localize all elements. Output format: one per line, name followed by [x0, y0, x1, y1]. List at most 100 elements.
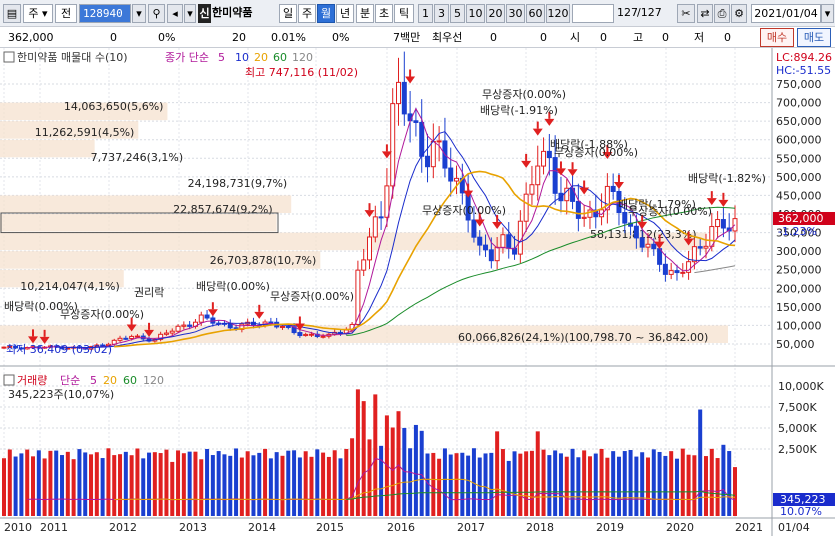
scissors-icon[interactable]: ✂ — [677, 4, 695, 23]
event-arrow-icon[interactable] — [144, 329, 155, 337]
event-arrow-icon[interactable] — [602, 152, 613, 160]
volume-bar — [31, 456, 36, 516]
volume-bars — [2, 389, 737, 516]
period-main-label: 주 — [28, 7, 39, 20]
mult-10[interactable]: 10 — [466, 4, 485, 23]
price-y-tick: 300,000 — [776, 245, 822, 258]
candle-body — [163, 332, 169, 335]
event-arrow-icon[interactable] — [364, 210, 375, 218]
interval-year[interactable]: 년 — [336, 4, 354, 23]
count-value: 127 — [617, 6, 637, 19]
interval-tick[interactable]: 틱 — [394, 4, 414, 23]
stock-chart[interactable]: 14,063,650(5,6%) 11,262,591(4,5%) 7,737,24… — [0, 48, 835, 536]
candle-body — [651, 243, 657, 250]
candle-body — [1, 346, 7, 349]
vol-ma-5-label: 5 — [90, 374, 97, 387]
trade-volume: 20 — [232, 31, 246, 44]
event-arrow-icon[interactable] — [544, 118, 555, 126]
price-y-tick: 650,000 — [776, 115, 822, 128]
event-arrow-icon[interactable] — [28, 336, 39, 344]
volume-bar — [25, 449, 30, 516]
interval-minute[interactable]: 분 — [356, 4, 374, 23]
mult-20[interactable]: 20 — [486, 4, 505, 23]
volume-legend-ma: 단순 — [60, 374, 80, 387]
sell-button[interactable]: 매도 — [797, 28, 831, 47]
event-arrow-icon[interactable] — [294, 323, 305, 331]
event-arrow-icon[interactable] — [254, 311, 265, 319]
event-arrow-icon[interactable] — [521, 160, 532, 168]
mult-120[interactable]: 120 — [546, 4, 570, 23]
speaker-dropdown-icon[interactable]: ▾ — [184, 4, 196, 23]
interval-week[interactable]: 주 — [298, 4, 316, 23]
volume-bar — [425, 453, 430, 516]
mult-1[interactable]: 1 — [418, 4, 433, 23]
date-dropdown-icon[interactable]: ▾ — [821, 4, 834, 23]
buy-button[interactable]: 매수 — [760, 28, 794, 47]
search-icon[interactable]: ⚲ — [148, 4, 165, 23]
event-arrow-icon[interactable] — [405, 76, 416, 84]
volume-bar — [512, 451, 517, 516]
code-dropdown-icon[interactable]: ▾ — [132, 4, 146, 23]
candle-body — [390, 103, 396, 187]
event-arrow-icon[interactable] — [683, 238, 694, 246]
print-icon[interactable]: ⎙ — [714, 4, 730, 23]
compare-icon[interactable]: ⇄ — [697, 4, 713, 23]
event-arrow-icon[interactable] — [555, 168, 566, 176]
mult-30[interactable]: 30 — [506, 4, 525, 23]
interval-day[interactable]: 일 — [279, 4, 297, 23]
volume-bar — [292, 450, 297, 516]
event-arrow-icon[interactable] — [706, 198, 717, 206]
volume-bar — [129, 455, 134, 516]
volume-bar — [396, 411, 401, 516]
period-sub-select[interactable]: 전 — [55, 4, 77, 23]
stock-code-input[interactable]: 128940 — [79, 4, 131, 23]
candle-body — [506, 234, 512, 249]
interval-second[interactable]: 초 — [375, 4, 393, 23]
volume-bar — [727, 451, 732, 516]
candle-body — [599, 209, 605, 218]
event-arrow-icon[interactable] — [474, 219, 485, 227]
ma-10-label: 10 — [235, 51, 249, 64]
event-arrow-icon[interactable] — [492, 222, 503, 230]
candle-body — [396, 81, 402, 105]
volume-bar — [541, 449, 546, 516]
candle-body — [100, 344, 106, 347]
event-arrow-icon[interactable] — [567, 169, 578, 177]
mult-3[interactable]: 3 — [434, 4, 449, 23]
candle-body — [668, 270, 674, 275]
event-arrow-icon[interactable] — [126, 324, 137, 332]
volume-bar — [558, 453, 563, 516]
volume-bar — [692, 455, 697, 516]
event-arrow-icon[interactable] — [381, 151, 392, 159]
interval-month[interactable]: 월 — [317, 4, 335, 23]
volume-bar — [448, 454, 453, 516]
candle-body — [372, 216, 378, 238]
mult-60[interactable]: 60 — [526, 4, 545, 23]
volume-bar — [674, 458, 679, 516]
x-tick: 01/04 — [778, 521, 810, 534]
event-arrow-icon[interactable] — [654, 241, 665, 249]
event-markers: 무상증자(0.00%)배당락(-1.91%)배당락(-1.88%)무상증자(0.… — [4, 69, 766, 344]
candle-body — [680, 271, 686, 274]
volume-profile-band — [0, 251, 321, 269]
event-arrow-icon[interactable] — [613, 181, 624, 189]
volume-bar — [390, 427, 395, 516]
event-arrow-icon[interactable] — [637, 221, 648, 229]
volume-bar — [118, 454, 123, 516]
event-arrow-icon[interactable] — [39, 336, 50, 344]
volume-bar — [181, 453, 186, 516]
speaker-icon[interactable]: ◂ — [167, 4, 183, 23]
event-arrow-icon[interactable] — [532, 128, 543, 136]
volume-bar — [94, 452, 99, 516]
custom-multiplier-input[interactable] — [572, 4, 614, 23]
event-arrow-icon[interactable] — [463, 190, 474, 198]
mult-5[interactable]: 5 — [450, 4, 465, 23]
date-input[interactable]: 2021/01/04 — [751, 4, 821, 23]
period-main-select[interactable]: 주 ▾ — [23, 4, 53, 23]
event-arrow-icon[interactable] — [579, 187, 590, 195]
chart-menu-icon[interactable]: ▤ — [3, 4, 21, 23]
settings-icon[interactable]: ⚙ — [731, 4, 747, 23]
event-arrow-icon[interactable] — [718, 199, 729, 207]
event-arrow-icon[interactable] — [207, 309, 218, 317]
volume-bar — [89, 454, 94, 516]
